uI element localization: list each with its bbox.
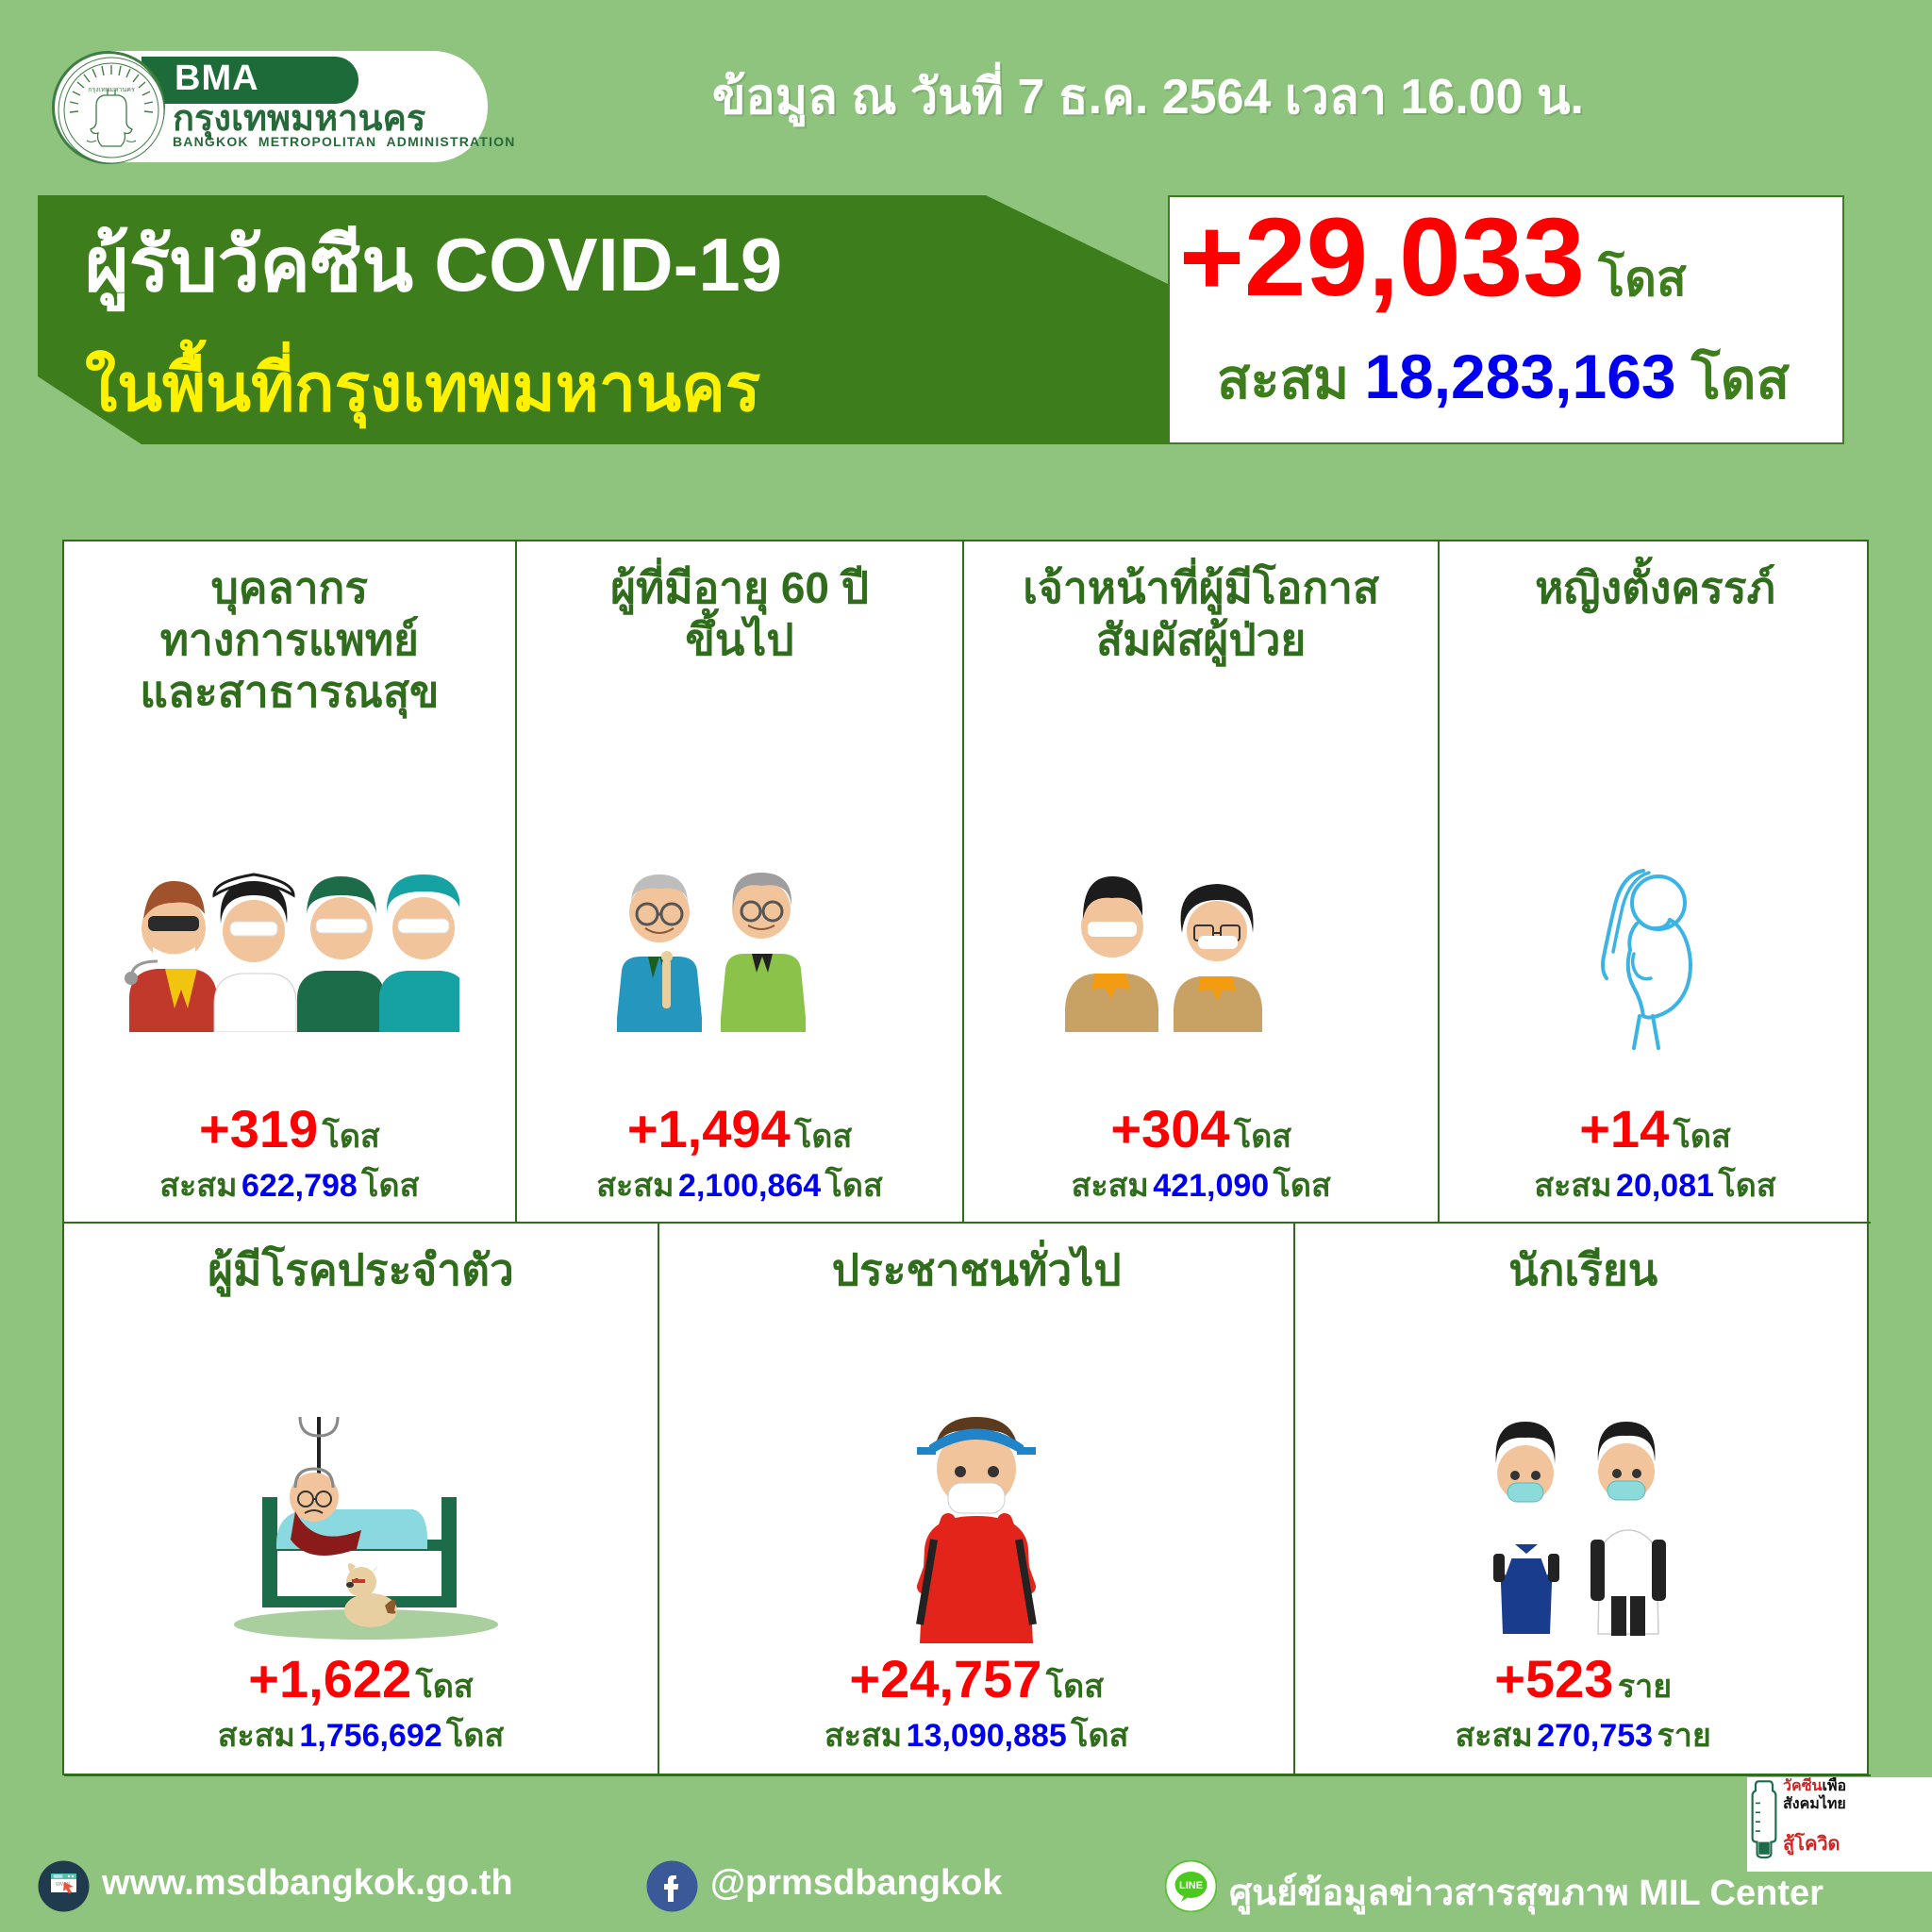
svg-text:LINE: LINE: [1179, 1880, 1203, 1891]
svg-text:กรุงเทพมหานคร: กรุงเทพมหานคร: [88, 87, 135, 93]
